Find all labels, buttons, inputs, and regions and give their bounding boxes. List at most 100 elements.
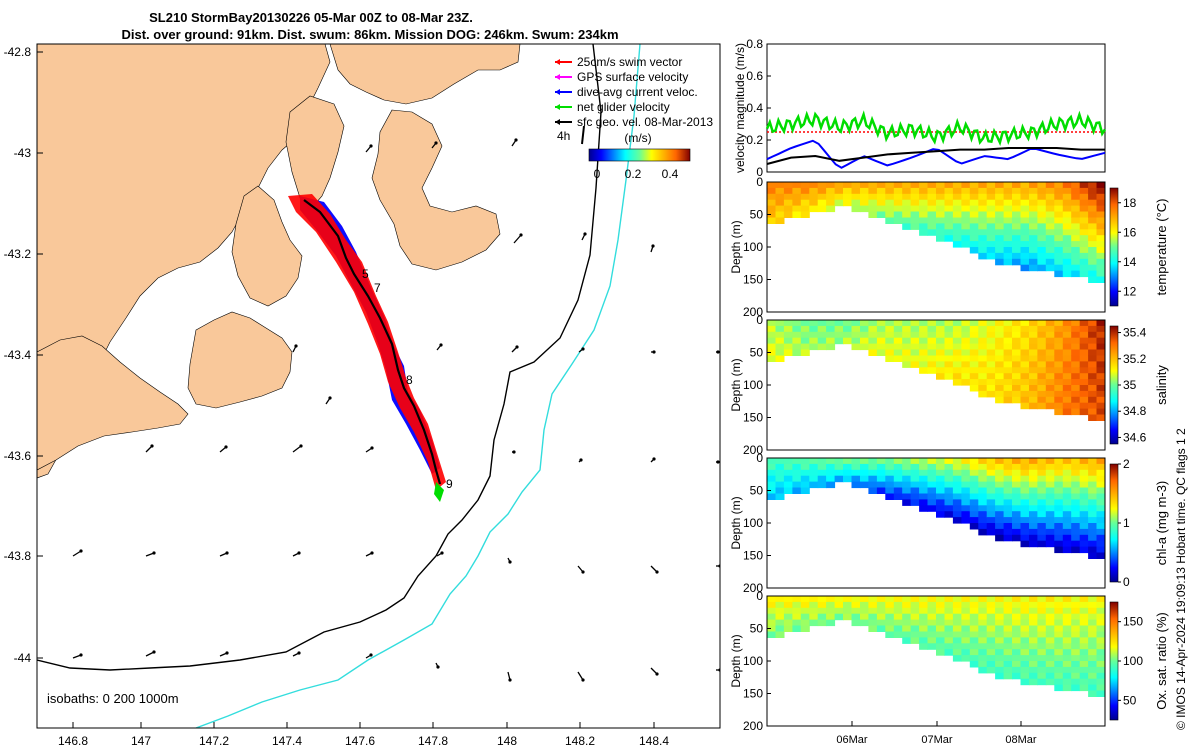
section-cell: [902, 199, 912, 207]
section-cell: [1020, 217, 1030, 224]
depth-tick-label: 200: [743, 581, 763, 595]
colorbar-tick-label: 16: [1123, 225, 1137, 239]
section-cell: [986, 187, 996, 195]
section-cell: [1071, 211, 1081, 218]
section-cell: [1003, 511, 1013, 518]
section-cell: [936, 235, 945, 242]
section-cell: [1003, 258, 1013, 266]
section-cell: [952, 596, 962, 603]
section-cell: [817, 607, 827, 615]
section-cell: [1096, 475, 1106, 483]
section-cell: [767, 349, 776, 356]
section-cell: [817, 601, 827, 609]
section-cell: [978, 320, 988, 327]
section-cell: [1020, 528, 1030, 536]
section-cell: [893, 331, 903, 339]
section-cell: [1020, 390, 1030, 398]
section-cell: [783, 211, 793, 218]
section-cell: [1029, 463, 1038, 471]
section-cell: [1029, 607, 1038, 615]
section-cell: [969, 373, 979, 380]
section-cell: [1071, 264, 1081, 272]
section-cell: [1079, 264, 1089, 272]
section-cell: [1029, 252, 1038, 260]
section-cell: [961, 499, 971, 506]
section-cell: [1012, 187, 1021, 195]
section-cell: [1020, 481, 1030, 489]
section-cell: [1003, 337, 1013, 345]
section-cell: [783, 469, 793, 477]
section-cell: [767, 343, 776, 351]
depth-axis-label: Depth (m): [729, 358, 743, 411]
section-cell: [1037, 613, 1047, 621]
section-cell: [834, 199, 844, 207]
section-cell: [944, 235, 954, 242]
section-cell: [1088, 505, 1098, 512]
section-cell: [1054, 349, 1064, 356]
section-cell: [961, 475, 971, 483]
section-cell: [1020, 505, 1030, 512]
section-cell: [1020, 355, 1030, 362]
section-cell: [1071, 499, 1081, 506]
section-cell: [775, 607, 785, 615]
section-cell: [1037, 655, 1047, 662]
section-cell: [800, 469, 810, 477]
section-cell: [809, 601, 819, 609]
section-cell: [1003, 601, 1013, 609]
section-cell: [1020, 463, 1030, 471]
section-cell: [952, 655, 962, 662]
section-cell: [1054, 182, 1064, 189]
section-cell: [1088, 523, 1098, 530]
current-vector-head: [294, 344, 298, 348]
section-cell: [1045, 511, 1055, 518]
section-cell: [1088, 361, 1098, 368]
section-cell: [986, 625, 996, 632]
section-cell: [944, 320, 954, 327]
section-cell: [792, 481, 802, 489]
section-cell: [1003, 217, 1013, 224]
section-cell: [919, 355, 929, 362]
section-cell: [1079, 475, 1089, 483]
section-cell: [1079, 458, 1089, 465]
section-cell: [969, 379, 979, 386]
section-cell: [927, 481, 937, 489]
section-cell: [986, 517, 996, 524]
section-cell: [1079, 672, 1089, 680]
section-cell: [1020, 331, 1030, 339]
section-cell: [876, 320, 886, 327]
map-y-ticks: -42.8-43-43.2-43.4-43.6-43.8-44: [4, 45, 43, 665]
section-cell: [783, 458, 793, 465]
land-bruny: [231, 185, 303, 307]
section-cell: [986, 229, 996, 236]
section-cell: [893, 458, 903, 465]
section-cell: [1029, 182, 1038, 189]
section-cell: [952, 241, 962, 248]
section-cell: [944, 337, 954, 345]
section-cell: [826, 337, 836, 345]
section-cell: [885, 337, 895, 345]
section-cell: [1054, 229, 1064, 236]
section-cell: [1020, 643, 1030, 650]
section-cell: [995, 217, 1005, 224]
section-cell: [944, 182, 954, 189]
section-cell: [851, 613, 861, 621]
section-cell: [1037, 379, 1047, 386]
section-cell: [1020, 349, 1030, 356]
section-cell: [986, 211, 996, 218]
section-cell: [1088, 690, 1098, 697]
section-cell: [1088, 396, 1098, 404]
section-cell: [826, 331, 836, 339]
section-cell: [1096, 511, 1106, 518]
section-cell: [834, 469, 844, 477]
section-cell: [1071, 517, 1081, 524]
section-cell: [919, 320, 929, 327]
section-cell: [1020, 402, 1030, 410]
section-cell: [876, 601, 886, 609]
section-cell: [1079, 678, 1089, 686]
section-cell: [893, 481, 903, 489]
section-cell: [936, 463, 945, 471]
section-cell: [1045, 666, 1055, 674]
section-cell: [1012, 643, 1021, 650]
section-cell: [1045, 678, 1055, 686]
